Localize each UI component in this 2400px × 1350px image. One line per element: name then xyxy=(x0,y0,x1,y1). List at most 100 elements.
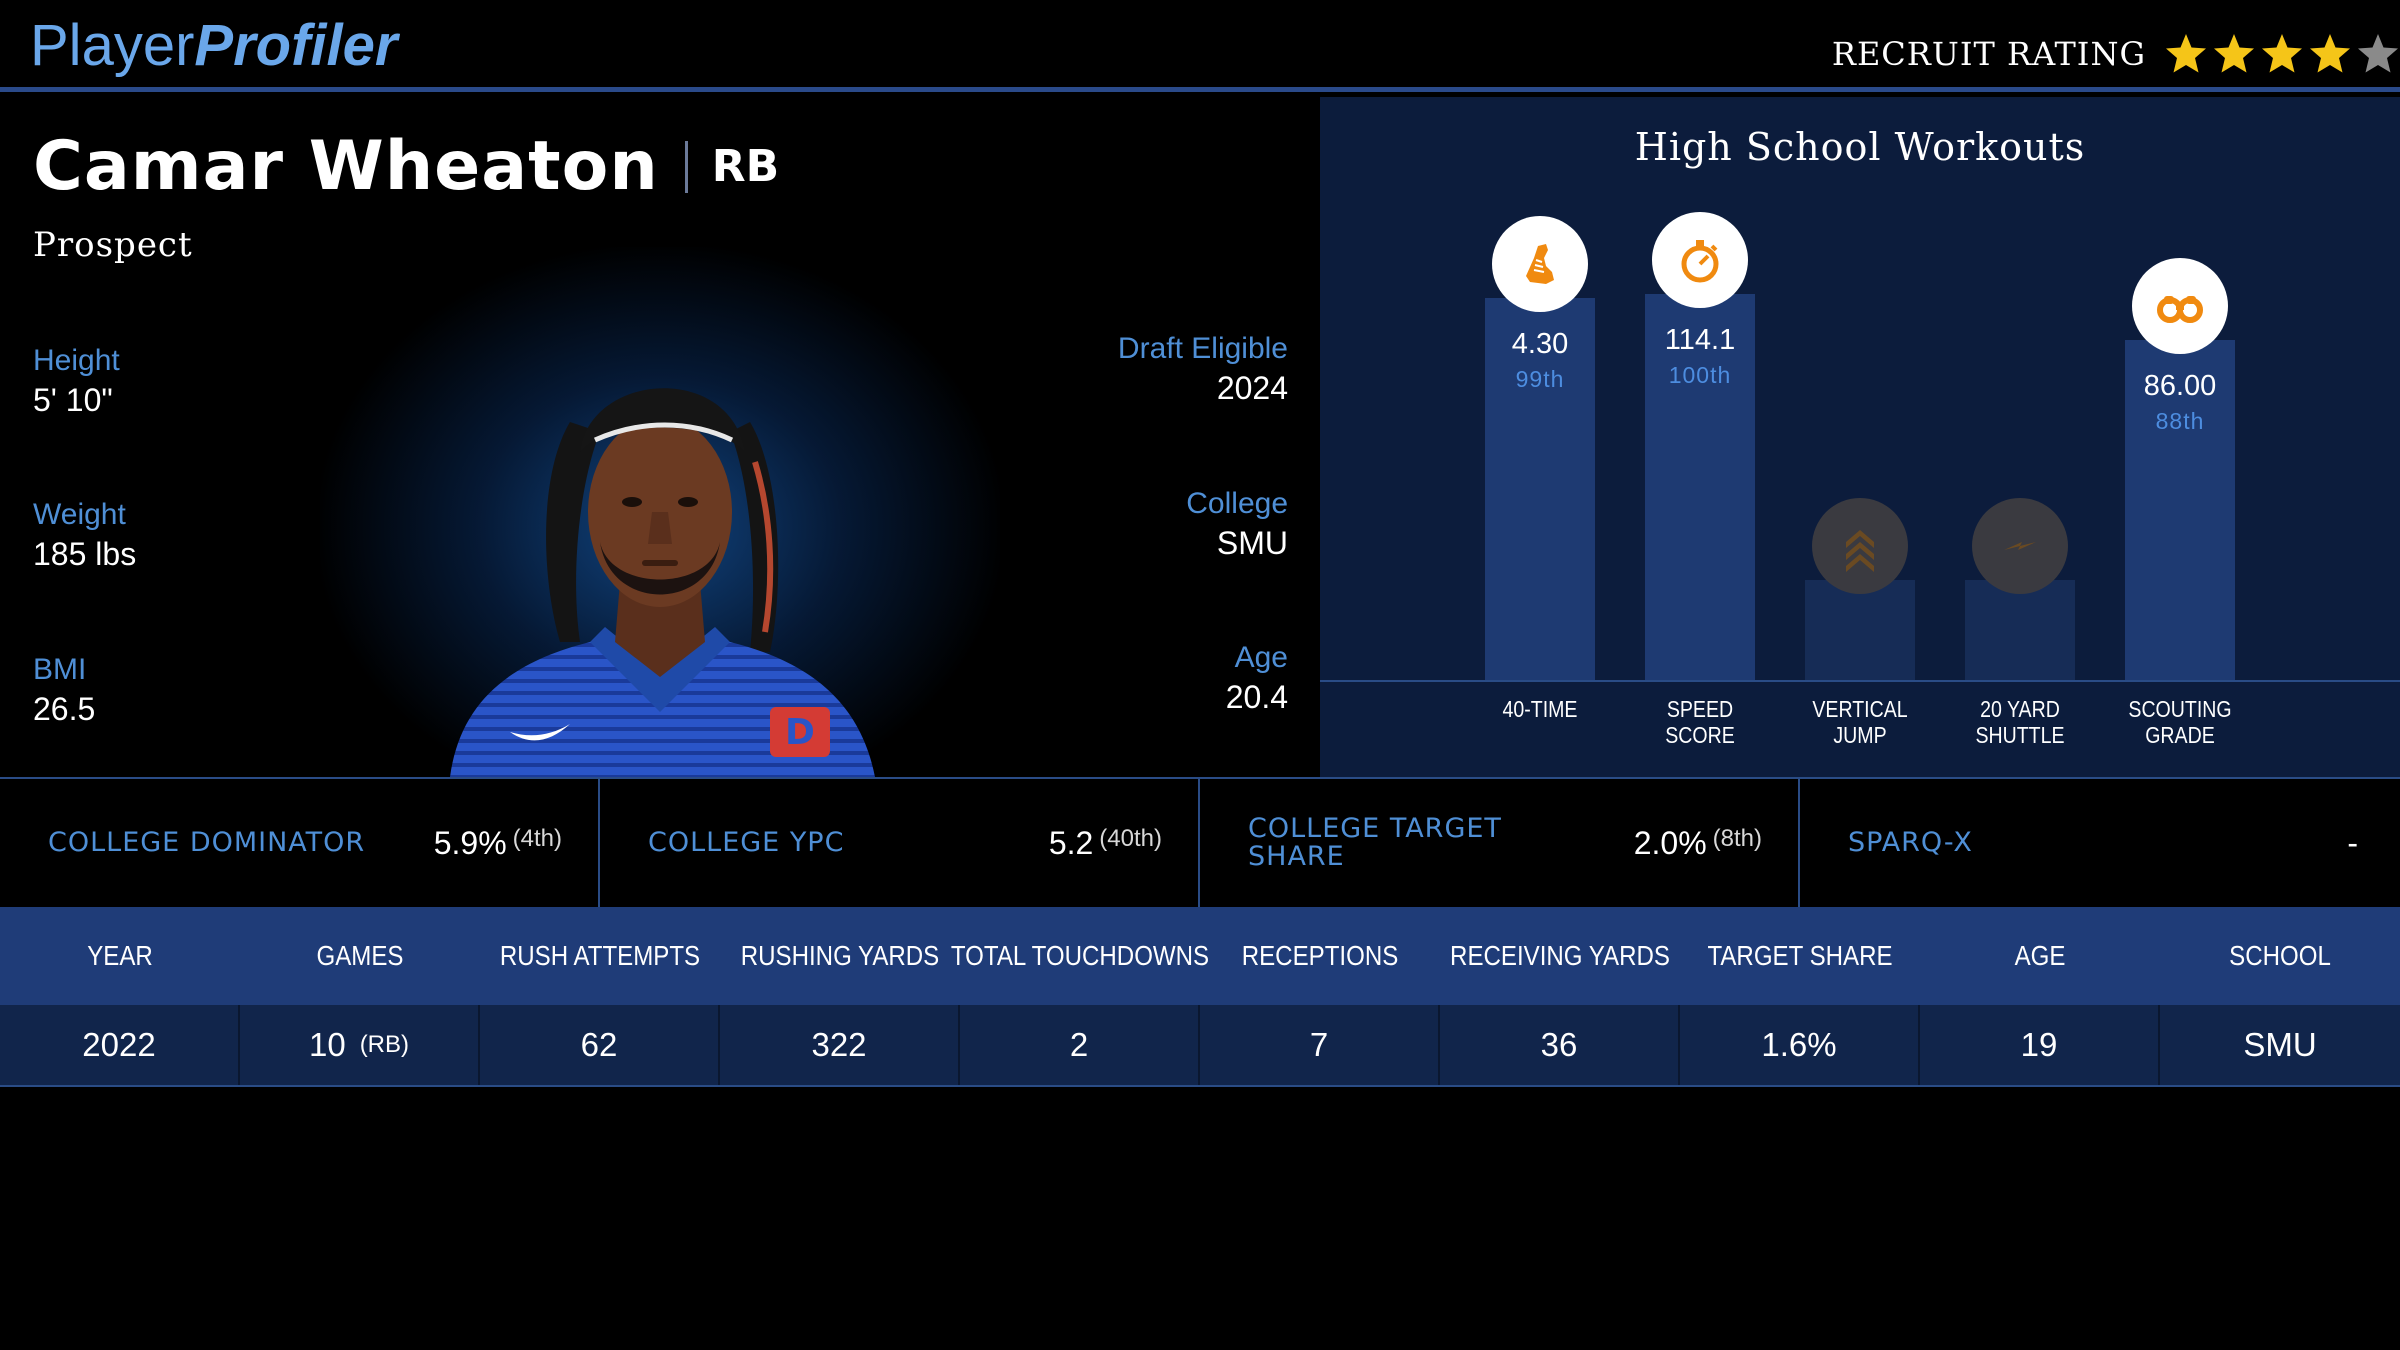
college-value: SMU xyxy=(1216,525,1288,561)
workout-value: 114.1 xyxy=(1664,324,1736,356)
logo-text-profiler: Profiler xyxy=(194,13,398,78)
logo-text-player: Player xyxy=(30,13,195,78)
table-cell: 322 xyxy=(720,1005,960,1085)
metric-label: COLLEGE TARGET SHARE xyxy=(1248,813,1502,872)
college-stats-table: YEAR GAMES RUSH ATTEMPTS RUSHING YARDS TOTAL… xyxy=(0,907,2400,1087)
workout-label: 20 YARD SHUTTLE xyxy=(1975,696,2065,748)
college-metrics-strip: COLLEGE DOMINATOR 5.9% (4th) COLLEGE YPC … xyxy=(0,777,2400,907)
player-photo: D xyxy=(450,388,875,777)
table-cell: 19 xyxy=(1920,1005,2160,1085)
metric-sparq-x[interactable]: SPARQ-X - xyxy=(1800,779,2400,907)
recruit-rating-label: RECRUIT RATING xyxy=(1831,35,2146,73)
table-cell: 36 xyxy=(1440,1005,1680,1085)
workout-percentile: 100th xyxy=(1668,362,1732,388)
age-label: Age xyxy=(1234,641,1288,674)
running-shoe-icon xyxy=(1492,216,1588,312)
svg-text:D: D xyxy=(785,712,815,753)
star-filled-icon xyxy=(2260,32,2304,76)
draft-eligible-value: 2024 xyxy=(1216,370,1288,406)
draft-eligible-label: Draft Eligible xyxy=(1117,332,1288,365)
age-stat: Age 20.4 xyxy=(1226,639,1288,717)
table-cell: 2 xyxy=(960,1005,1200,1085)
star-filled-icon xyxy=(2164,32,2208,76)
college-stat: College SMU xyxy=(1186,485,1288,563)
workout-bar[interactable] xyxy=(1805,580,1915,680)
star-filled-icon xyxy=(2308,32,2352,76)
table-cell: SMU xyxy=(2243,1026,2317,1063)
table-cell: 10 (RB) xyxy=(240,1005,480,1085)
table-body: 2022 10 (RB) 62 322 2 7 36 1.6% 19 SMU xyxy=(0,1005,2400,1087)
table-cell: 2022 xyxy=(0,1005,240,1085)
table-cell: 62 xyxy=(480,1005,720,1085)
stopwatch-icon xyxy=(1652,212,1748,308)
workout-label: VERTICAL JUMP xyxy=(1812,696,1908,748)
table-cell: 1.6% xyxy=(1680,1005,1920,1085)
table-header-cell[interactable]: GAMES xyxy=(316,940,404,971)
height-label: Height xyxy=(33,344,120,377)
metric-college-dominator[interactable]: COLLEGE DOMINATOR 5.9% (4th) xyxy=(0,779,600,907)
table-header-cell[interactable]: RUSH ATTEMPTS xyxy=(499,940,701,971)
height-stat: Height 5' 10" xyxy=(33,342,120,420)
top-bar: PlayerProfiler RECRUIT RATING xyxy=(0,0,2400,92)
metric-label: COLLEGE YPC xyxy=(648,827,845,858)
workout-value: 86.00 xyxy=(2143,370,2217,402)
bmi-stat: BMI 26.5 xyxy=(33,651,95,729)
metric-value: - xyxy=(2347,824,2358,861)
lightning-icon xyxy=(1972,498,2068,594)
workout-bar[interactable] xyxy=(1645,294,1755,680)
metric-label: SPARQ-X xyxy=(1848,827,1973,858)
binoculars-icon xyxy=(2132,258,2228,354)
workout-value: 4.30 xyxy=(1511,328,1569,360)
player-profile-panel: Camar Wheaton RB Prospect Height 5' 10" … xyxy=(0,97,1320,777)
player-profiler-logo[interactable]: PlayerProfiler xyxy=(30,12,397,80)
workouts-title: High School Workouts xyxy=(1634,125,2086,169)
star-empty-icon xyxy=(2356,32,2400,76)
workout-label: SCOUTING GRADE xyxy=(2128,696,2232,748)
table-header-cell[interactable]: AGE xyxy=(2014,940,2066,971)
table-header-row: YEAR GAMES RUSH ATTEMPTS RUSHING YARDS TOTAL… xyxy=(0,907,2400,1005)
star-rating xyxy=(2160,32,2400,76)
name-divider xyxy=(684,140,688,193)
player-position: RB xyxy=(711,141,780,192)
player-status: Prospect xyxy=(33,225,193,265)
metric-college-ypc[interactable]: COLLEGE YPC 5.2 (40th) xyxy=(600,779,1200,907)
table-header-cell[interactable]: SCHOOL xyxy=(2229,940,2331,971)
bmi-label: BMI xyxy=(33,653,87,686)
table-header-cell[interactable]: TOTAL TOUCHDOWNS xyxy=(950,940,1210,971)
table-header-cell[interactable]: RECEPTIONS xyxy=(1241,940,1399,971)
metric-value: 2.0% xyxy=(1633,824,1707,861)
metric-value: 5.2 xyxy=(1048,824,1094,861)
age-value: 20.4 xyxy=(1225,679,1288,715)
table-row[interactable]: 2022 10 (RB) 62 322 2 7 36 1.6% 19 SMU xyxy=(0,1005,2400,1087)
workout-percentile: 99th xyxy=(1515,366,1565,392)
metric-rank: (40th) xyxy=(1099,825,1162,852)
metric-rank: (4th) xyxy=(512,825,562,852)
table-cell: 7 xyxy=(1200,1005,1440,1085)
workout-label: SPEED SCORE xyxy=(1665,696,1735,748)
weight-label: Weight xyxy=(33,498,126,531)
workout-bar[interactable] xyxy=(2125,340,2235,680)
metric-college-target-share[interactable]: COLLEGE TARGET SHARE 2.0% (8th) xyxy=(1200,779,1800,907)
star-filled-icon xyxy=(2212,32,2256,76)
metric-value: 5.9% xyxy=(433,824,507,861)
bmi-value: 26.5 xyxy=(33,691,96,727)
workout-bar[interactable] xyxy=(1485,298,1595,680)
table-header-cell[interactable]: TARGET SHARE xyxy=(1707,940,1893,971)
workout-bar[interactable] xyxy=(1965,580,2075,680)
name-row: Camar Wheaton RB xyxy=(33,127,779,206)
metric-label: COLLEGE DOMINATOR xyxy=(48,827,366,858)
workout-label: 40-TIME xyxy=(1502,696,1578,722)
high-school-workouts-panel: High School Workouts 4.30 99th 40-TIME 114.… xyxy=(1320,97,2400,777)
table-header-cell[interactable]: RECEIVING YARDS xyxy=(1450,940,1670,971)
weight-value: 185 lbs xyxy=(33,536,137,572)
table-header-cell[interactable]: RUSHING YARDS xyxy=(740,940,940,971)
college-label: College xyxy=(1186,487,1288,520)
table-header-cell[interactable]: YEAR xyxy=(87,940,153,971)
chevrons-up-icon xyxy=(1812,498,1908,594)
draft-eligible-stat: Draft Eligible 2024 xyxy=(1118,330,1288,408)
workout-percentile: 88th xyxy=(2155,408,2205,434)
weight-stat: Weight 185 lbs xyxy=(33,496,136,574)
metric-rank: (8th) xyxy=(1712,825,1762,852)
chart-baseline xyxy=(1320,680,2400,682)
player-name: Camar Wheaton xyxy=(33,127,659,206)
